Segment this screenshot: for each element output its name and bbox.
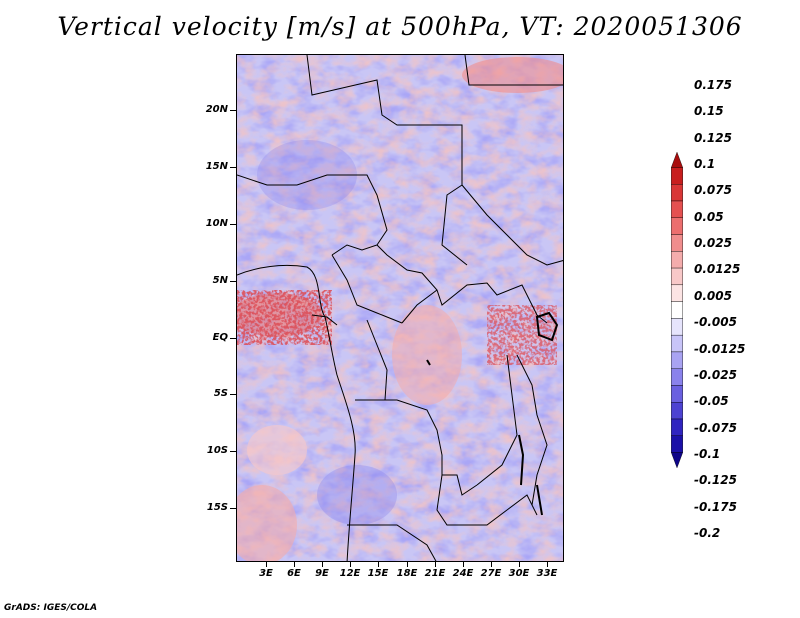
- y-tick: [230, 338, 236, 339]
- colorbar-label: 0.025: [694, 236, 732, 251]
- y-axis-label: 20N: [205, 104, 228, 115]
- colorbar-label: 0.15: [694, 104, 724, 119]
- y-axis-label: EQ: [212, 332, 228, 343]
- ascent-south-west: [237, 485, 297, 561]
- map-panel: [236, 54, 564, 562]
- x-tick: [407, 562, 408, 567]
- y-tick: [230, 110, 236, 111]
- colorbar-segment: [671, 234, 683, 252]
- colorbar-label: 0.005: [694, 288, 732, 303]
- y-axis-label: 15S: [206, 502, 228, 513]
- colorbar-label: -0.1: [694, 446, 721, 461]
- lakes: [426, 311, 559, 516]
- y-tick: [230, 508, 236, 509]
- colorbar-segment: [671, 167, 683, 185]
- x-axis-label: 27E: [480, 568, 502, 579]
- x-tick: [322, 562, 323, 567]
- x-axis-label: 12E: [339, 568, 361, 579]
- colorbar-label: -0.125: [694, 473, 737, 488]
- x-tick: [266, 562, 267, 567]
- ascent-central: [392, 305, 462, 405]
- x-tick: [491, 562, 492, 567]
- colorbar-label: -0.075: [694, 420, 737, 435]
- x-axis-label: 9E: [315, 568, 329, 579]
- x-axis-label: 18E: [396, 568, 418, 579]
- colorbar-label: 0.125: [694, 130, 732, 145]
- colorbar-label: 0.05: [694, 209, 724, 224]
- colorbar-segment: [671, 334, 683, 353]
- x-tick: [547, 562, 548, 567]
- political-borders: [237, 55, 563, 561]
- colorbar-segment: [671, 267, 683, 286]
- colorbar-segment: [671, 301, 683, 319]
- y-tick: [230, 224, 236, 225]
- colorbar-segment: [671, 418, 683, 436]
- y-axis-label: 5S: [213, 388, 228, 399]
- descent-south: [317, 465, 397, 525]
- colorbar: [670, 151, 684, 469]
- y-axis-label: 5N: [212, 275, 228, 286]
- colorbar-label: 0.075: [694, 183, 732, 198]
- colorbar-label: 0.0125: [694, 262, 741, 277]
- x-axis-label: 30E: [508, 568, 530, 579]
- colorbar-segment: [671, 435, 683, 453]
- colorbar-segment: [671, 351, 683, 369]
- y-axis-label: 15N: [205, 161, 228, 172]
- colorbar-segment: [671, 368, 683, 386]
- x-tick: [378, 562, 379, 567]
- colorbar-segment: [671, 318, 683, 336]
- x-axis-label: 33E: [536, 568, 558, 579]
- convective-cells-west: [237, 290, 332, 345]
- descent-north: [257, 140, 357, 210]
- colorbar-label: 0.1: [694, 157, 716, 172]
- x-tick: [463, 562, 464, 567]
- colorbar-segment: [671, 200, 683, 218]
- plot-title: Vertical velocity [m/s] at 500hPa, VT: 2…: [57, 12, 743, 41]
- colorbar-label: -0.0125: [694, 341, 746, 356]
- x-tick: [435, 562, 436, 567]
- colorbar-segment: [671, 217, 683, 235]
- grads-credit: GrADS: IGES/COLA: [4, 603, 98, 613]
- colorbar-segment: [671, 385, 683, 403]
- colorbar-label: -0.175: [694, 499, 737, 514]
- y-tick: [230, 451, 236, 452]
- x-axis-label: 24E: [452, 568, 474, 579]
- x-tick: [519, 562, 520, 567]
- ascent-north-east: [462, 57, 563, 93]
- colorbar-segment: [670, 151, 684, 168]
- colorbar-segment: [671, 184, 683, 202]
- x-tick: [350, 562, 351, 567]
- colorbar-label: -0.025: [694, 367, 737, 382]
- colorbar-label: -0.05: [694, 394, 729, 409]
- x-axis-label: 3E: [259, 568, 273, 579]
- y-tick: [230, 394, 236, 395]
- colorbar-label: -0.2: [694, 526, 721, 540]
- y-axis-label: 10N: [205, 218, 228, 229]
- colorbar-segment: [671, 251, 683, 269]
- x-axis-label: 15E: [367, 568, 389, 579]
- y-tick: [230, 281, 236, 282]
- colorbar-segment: [671, 284, 683, 302]
- y-axis-label: 10S: [206, 445, 228, 456]
- ascent-atlantic: [247, 425, 307, 475]
- vertical-velocity-field: [237, 55, 563, 561]
- colorbar-label: -0.005: [694, 315, 737, 330]
- colorbar-segment: [670, 452, 684, 469]
- colorbar-segment: [671, 402, 683, 420]
- colorbar-label: 0.175: [694, 78, 732, 92]
- x-axis-label: 6E: [287, 568, 301, 579]
- y-tick: [230, 167, 236, 168]
- x-axis-label: 21E: [424, 568, 446, 579]
- x-tick: [294, 562, 295, 567]
